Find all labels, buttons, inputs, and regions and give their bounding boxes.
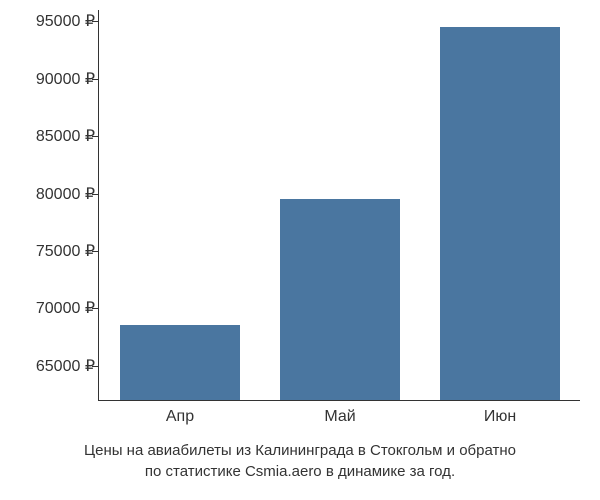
y-axis-label: 70000 ₽ (36, 298, 95, 318)
y-axis-label: 85000 ₽ (36, 126, 95, 146)
caption-line-1: Цены на авиабилеты из Калининграда в Сто… (0, 440, 600, 461)
x-axis-label: Май (324, 408, 355, 426)
x-axis-line (98, 400, 580, 401)
caption-line-2: по статистике Csmia.aero в динамике за г… (0, 461, 600, 482)
y-axis-label: 75000 ₽ (36, 241, 95, 261)
y-axis-label: 80000 ₽ (36, 184, 95, 204)
chart-caption: Цены на авиабилеты из Калининграда в Сто… (0, 440, 600, 482)
plot-area (100, 10, 580, 400)
y-axis-tick (92, 251, 98, 252)
y-axis-tick (92, 194, 98, 195)
y-axis-tick (92, 136, 98, 137)
bar (120, 325, 240, 400)
y-axis-tick (92, 366, 98, 367)
bar (280, 199, 400, 400)
y-axis-label: 95000 ₽ (36, 11, 95, 31)
y-axis-tick (92, 308, 98, 309)
x-axis-label: Июн (484, 408, 516, 426)
chart-container: Цены на авиабилеты из Калининграда в Сто… (0, 0, 600, 500)
x-axis-label: Апр (166, 408, 194, 426)
bar (440, 27, 560, 400)
y-axis-label: 65000 ₽ (36, 356, 95, 376)
y-axis-tick (92, 21, 98, 22)
y-axis-label: 90000 ₽ (36, 69, 95, 89)
y-axis-line (98, 10, 99, 400)
y-axis-tick (92, 79, 98, 80)
